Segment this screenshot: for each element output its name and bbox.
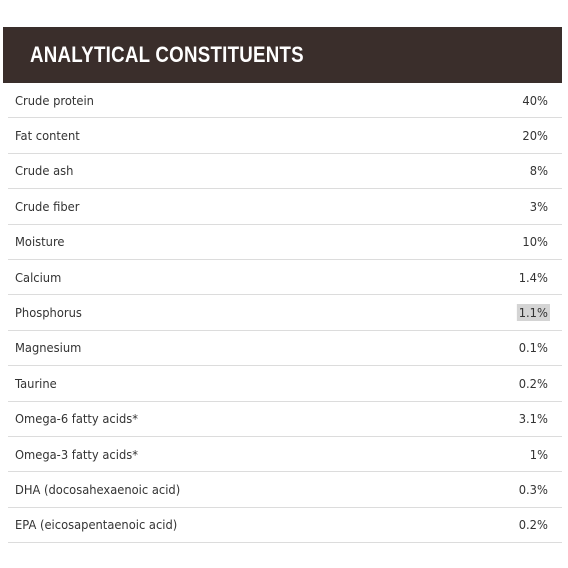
table-row: Moisture 10% [8,225,562,260]
table-row: Taurine 0.2% [8,366,562,402]
constituent-value: 20% [522,128,549,144]
table-row: Magnesium 0.1% [8,331,562,367]
constituent-value: 0.1% [518,340,549,356]
constituent-name: EPA (eicosapentaenoic acid) [15,517,178,533]
table-row: Omega-6 fatty acids* 3.1% [8,402,562,437]
constituent-value: 1.1% [517,304,550,322]
table-row: Omega-3 fatty acids* 1% [8,437,562,473]
constituent-name: Taurine [15,375,57,391]
constituent-value: 0.2% [518,517,549,533]
constituents-panel: ANALYTICAL CONSTITUENTS Crude protein 40%… [3,27,562,544]
table-row: Phosphorus 1.1% [8,295,562,331]
constituent-name: Magnesium [15,340,82,356]
constituent-value: 1% [529,446,549,462]
constituent-value: 3% [529,198,549,214]
constituent-value: 0.3% [518,481,549,497]
table-row: Crude fiber 3% [8,189,562,225]
table: Crude protein 40% Fat content 20% Crude ash 8… [8,83,562,544]
constituent-name: Omega-3 fatty acids* [15,446,138,462]
constituent-name: Moisture [15,234,65,250]
constituent-value: 10% [522,234,549,250]
title: ANALYTICAL CONSTITUENTS [30,42,304,67]
constituent-name: Fat content [15,128,80,144]
table-row: Fat content 20% [8,118,562,154]
constituent-value: 0.2% [518,375,549,391]
table-row: Crude protein 40% [8,83,562,119]
header: ANALYTICAL CONSTITUENTS [3,27,562,83]
table-row: Calcium 1.4% [8,260,562,296]
constituent-name: Phosphorus [15,305,82,321]
constituent-value: 40% [522,92,549,108]
constituent-name: Crude protein [15,92,94,108]
constituent-value: 8% [529,163,549,179]
table-row: EPA (eicosapentaenoic acid) 0.2% [8,508,562,544]
constituent-name: Crude ash [15,163,74,179]
table-row: Crude ash 8% [8,154,562,190]
constituent-value: 1.4% [518,269,549,285]
constituent-value: 3.1% [518,411,549,427]
constituent-name: Omega-6 fatty acids* [15,411,138,427]
table-row: DHA (docosahexaenoic acid) 0.3% [8,472,562,508]
constituent-name: Calcium [15,269,62,285]
constituent-name: DHA (docosahexaenoic acid) [15,481,181,497]
constituent-name: Crude fiber [15,198,80,214]
